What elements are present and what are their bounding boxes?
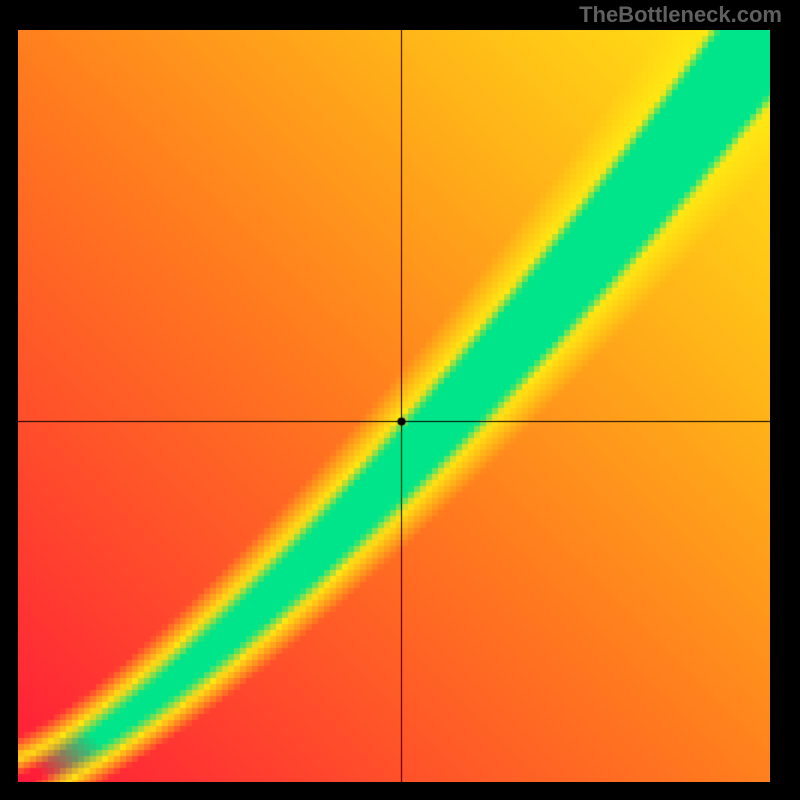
chart-container: { "watermark": { "text": "TheBottleneck.…	[0, 0, 800, 800]
watermark-text: TheBottleneck.com	[579, 2, 782, 28]
bottleneck-heatmap	[18, 30, 770, 782]
